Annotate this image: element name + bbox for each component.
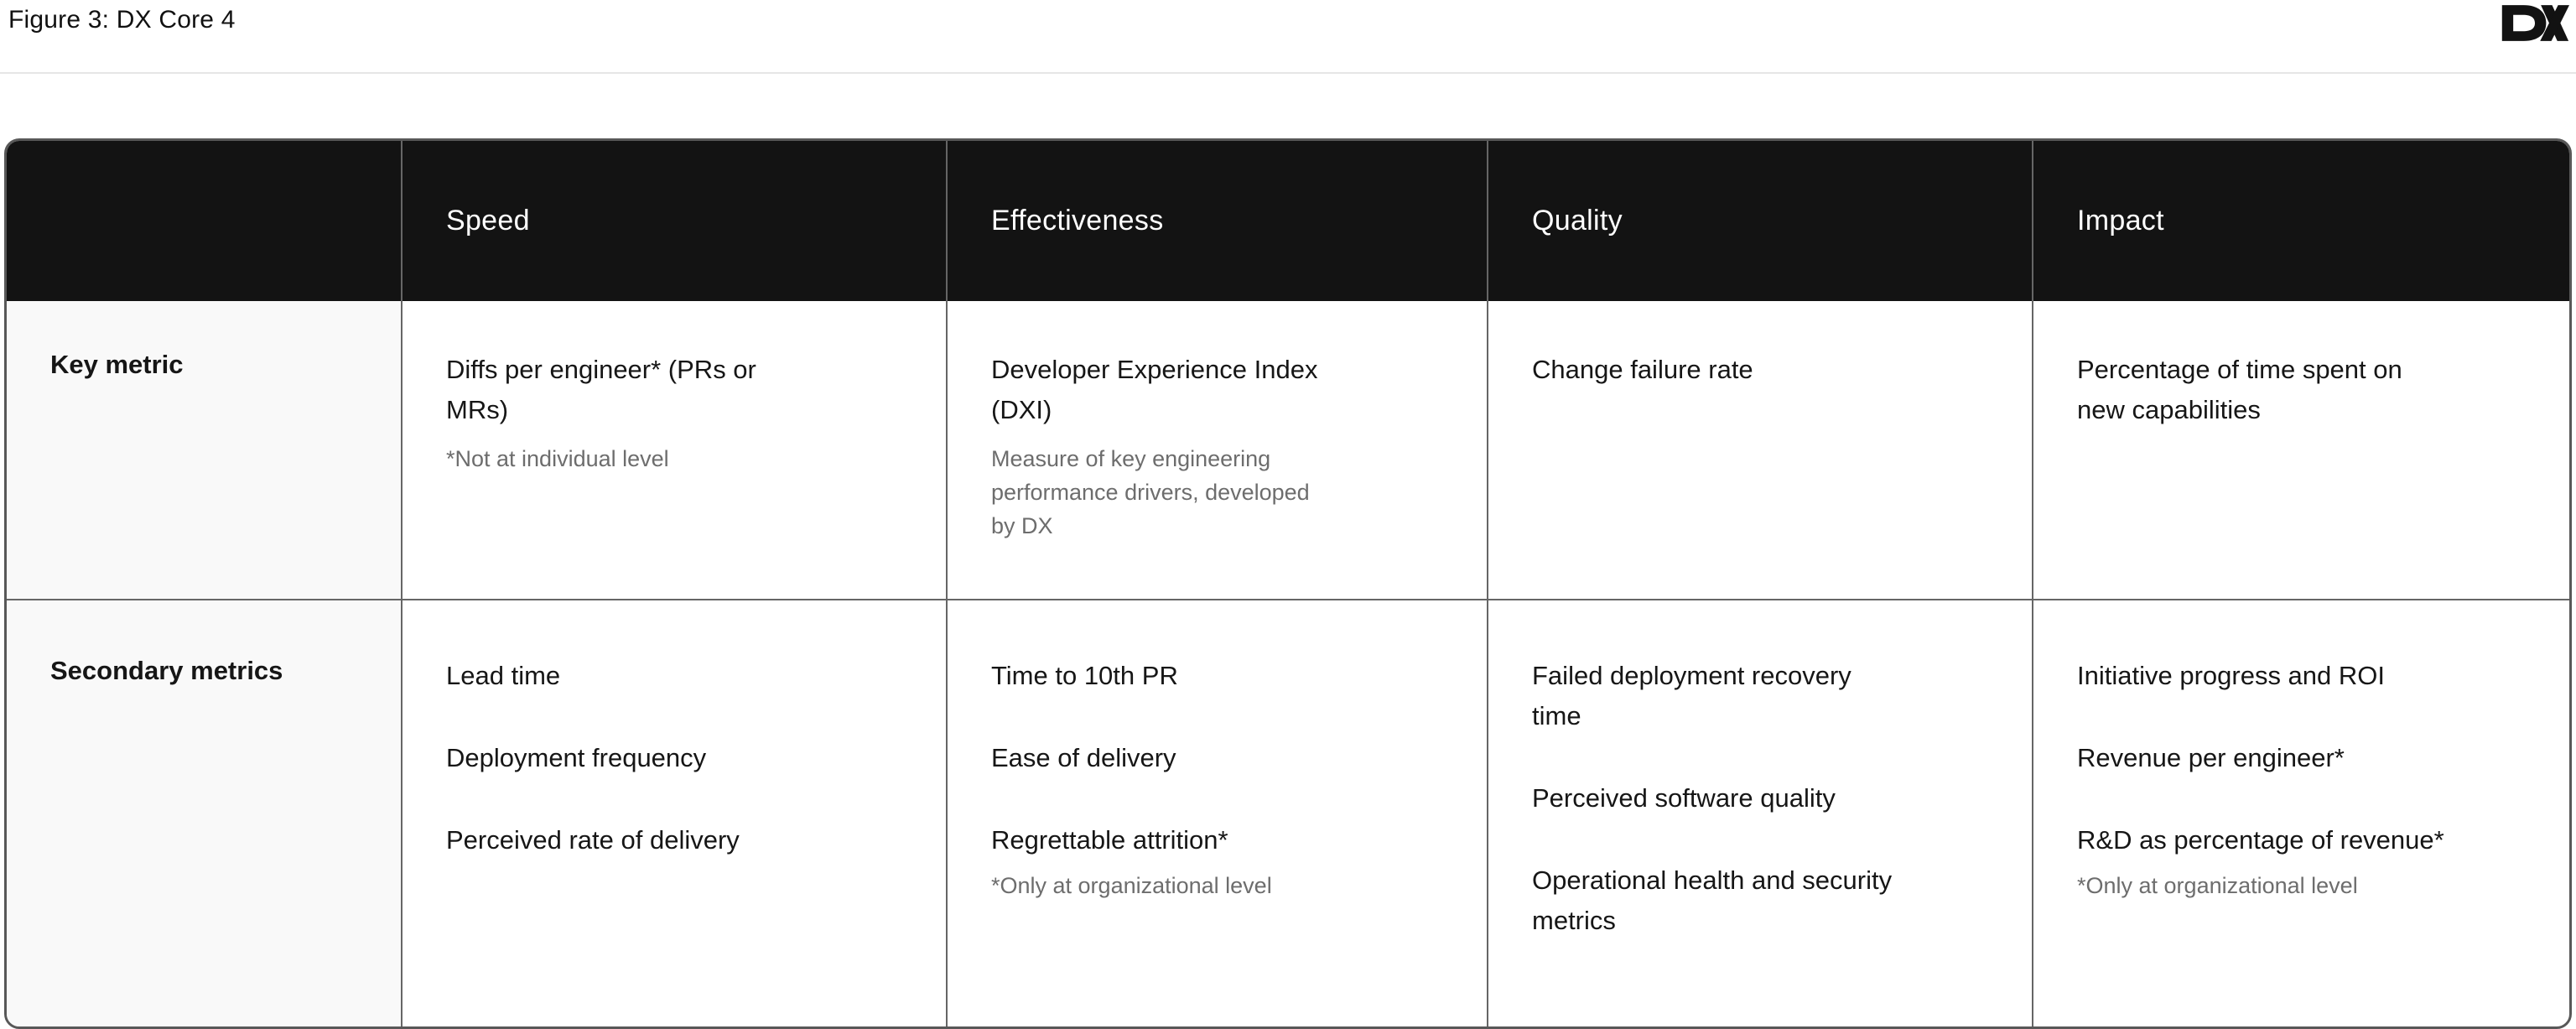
metric-list: Initiative progress and ROI Revenue per … [2077, 656, 2536, 902]
metric-note: *Not at individual level [446, 446, 669, 471]
metric-primary: Diffs per engineer* (PRs or MRs) [446, 355, 756, 424]
metric-list: Failed deployment recovery time Perceive… [1532, 656, 1998, 941]
metric-item: Initiative progress and ROI [2077, 661, 2386, 690]
metric-primary: Percentage of time spent on new capabili… [2077, 355, 2402, 424]
row-label-secondary-metrics: Secondary metrics [7, 599, 401, 1026]
secondary-effectiveness-cell: Time to 10th PR Ease of delivery Regrett… [946, 599, 1487, 1026]
column-header-speed: Speed [401, 141, 946, 301]
key-metric-effectiveness-cell: Developer Experience Index (DXI) Measure… [946, 301, 1487, 599]
key-metric-quality-cell: Change failure rate [1487, 301, 2032, 599]
key-metric-speed-cell: Diffs per engineer* (PRs or MRs) *Not at… [401, 301, 946, 599]
metric-primary: Developer Experience Index (DXI) [991, 355, 1318, 424]
title-divider [0, 0, 2576, 74]
metric-list: Time to 10th PR Ease of delivery Regrett… [991, 656, 1453, 902]
metric-item: Ease of delivery [991, 743, 1176, 772]
metric-note: *Only at organizational level [2077, 873, 2358, 898]
metric-item: R&D as percentage of revenue* *Only at o… [2077, 820, 2446, 902]
metric-item: Perceived rate of delivery [446, 825, 740, 855]
secondary-quality-cell: Failed deployment recovery time Perceive… [1487, 599, 2032, 1026]
metric-item: Deployment frequency [446, 743, 707, 772]
column-header-blank [7, 141, 401, 301]
metric-item: Time to 10th PR [991, 661, 1178, 690]
key-metric-impact-cell: Percentage of time spent on new capabili… [2032, 301, 2569, 599]
metric-item: Operational health and security metrics [1532, 865, 1893, 935]
metric-item-text: R&D as percentage of revenue* [2077, 825, 2444, 855]
secondary-speed-cell: Lead time Deployment frequency Perceived… [401, 599, 946, 1026]
metric-list: Lead time Deployment frequency Perceived… [446, 656, 912, 860]
metric-item: Lead time [446, 661, 561, 690]
metric-item: Revenue per engineer* [2077, 743, 2345, 772]
metric-item: Perceived software quality [1532, 783, 1836, 813]
metric-primary: Change failure rate [1532, 355, 1753, 384]
core4-metrics-table: Speed Effectiveness Quality Impact Key m… [4, 138, 2572, 1029]
secondary-impact-cell: Initiative progress and ROI Revenue per … [2032, 599, 2569, 1026]
dx-logo-icon [2501, 5, 2569, 41]
metric-note: Measure of key engineering performance d… [991, 446, 1310, 538]
figure-title: Figure 3: DX Core 4 [8, 6, 236, 34]
column-header-effectiveness: Effectiveness [946, 141, 1487, 301]
row-label-key-metric: Key metric [7, 301, 401, 599]
metric-note: *Only at organizational level [991, 873, 1272, 898]
metric-item: Failed deployment recovery time [1532, 661, 1852, 730]
dx-logo [2501, 4, 2569, 42]
metric-item-text: Regrettable attrition* [991, 825, 1228, 855]
column-header-impact: Impact [2032, 141, 2569, 301]
metric-item: Regrettable attrition* *Only at organiza… [991, 820, 1360, 902]
column-header-quality: Quality [1487, 141, 2032, 301]
